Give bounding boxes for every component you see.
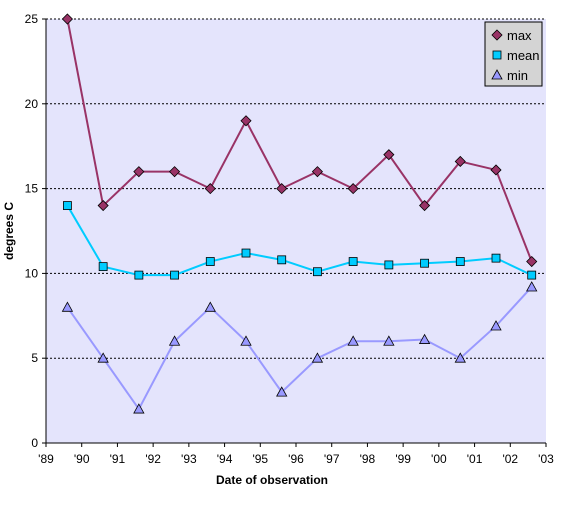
data-point-mean [277, 255, 287, 265]
series-line-mean [66, 205, 533, 277]
data-point-min [347, 335, 359, 346]
data-point-mean [420, 258, 429, 268]
y-tick-label: 15 [25, 182, 39, 196]
data-point-min [61, 301, 74, 312]
axes [42, 18, 547, 447]
data-point-max [276, 183, 288, 195]
series-max [61, 13, 538, 268]
data-point-min [490, 320, 502, 331]
x-tick-label: '99 [395, 452, 411, 466]
data-point-min [240, 335, 252, 346]
series-line-max [66, 18, 533, 262]
plot-area [46, 19, 546, 443]
data-point-min [276, 386, 288, 397]
legend: max mean min [484, 21, 543, 87]
x-tick-label: '00 [431, 452, 447, 466]
data-point-mean [348, 257, 358, 266]
data-point-mean [63, 201, 72, 210]
y-tick-label: 5 [31, 351, 38, 365]
data-point-max [240, 115, 252, 127]
data-point-max [490, 164, 502, 176]
data-point-min [454, 352, 466, 363]
data-point-max [383, 149, 395, 161]
data-point-min [97, 352, 109, 363]
legend-marker-mean [492, 50, 502, 60]
x-tick-label: '96 [288, 452, 304, 466]
data-point-max [347, 183, 359, 195]
x-tick-label: '97 [324, 452, 340, 466]
data-point-min [133, 403, 145, 414]
data-point-max [204, 183, 216, 195]
data-point-mean [313, 267, 322, 277]
data-point-min [311, 352, 324, 363]
series-min [61, 281, 538, 414]
legend-marker-min [491, 69, 503, 80]
x-tick-label: '03 [538, 452, 554, 466]
x-axis-title: Date of observation [216, 473, 328, 487]
series-line-min [66, 286, 533, 411]
x-tick-label: '89 [38, 452, 54, 466]
x-tick-label: '91 [110, 452, 126, 466]
series-mean [63, 201, 537, 280]
data-point-min [418, 333, 431, 344]
legend-label-mean: mean [507, 48, 540, 63]
data-point-mean [455, 257, 465, 266]
data-point-min [204, 301, 216, 312]
y-axis-title: degrees C [2, 202, 16, 260]
y-tick-label: 25 [25, 12, 39, 26]
data-point-max [454, 155, 466, 168]
x-tick-label: '01 [467, 452, 483, 466]
x-tick-label: '94 [217, 452, 233, 466]
data-series [61, 13, 538, 414]
x-tick-label: '93 [181, 452, 197, 466]
data-point-min [383, 335, 395, 346]
y-tick-label: 20 [25, 97, 39, 111]
data-point-max [419, 199, 431, 212]
data-point-mean [527, 270, 537, 280]
y-tick-label: 10 [25, 266, 39, 280]
y-tick-labels: 0 5 10 15 20 25 [25, 12, 39, 450]
x-tick-label: '02 [502, 452, 518, 466]
data-point-mean [384, 260, 394, 270]
x-tick-labels: '89 '90 '91 '92 '93 '94 '95 '96 '97 '98 '99 '00 '01 '… [38, 452, 554, 466]
data-point-max [133, 166, 145, 178]
data-point-max [526, 255, 538, 268]
legend-label-max: max [507, 28, 532, 43]
data-point-mean [134, 270, 144, 280]
x-tick-label: '95 [252, 452, 268, 466]
data-point-max [311, 166, 323, 178]
data-point-mean [241, 248, 251, 258]
data-point-max [169, 166, 181, 178]
data-point-mean [491, 253, 501, 263]
x-tick-label: '98 [360, 452, 376, 466]
legend-marker-max [491, 29, 503, 41]
data-point-min [526, 281, 538, 292]
x-tick-label: '90 [74, 452, 90, 466]
data-point-max [61, 13, 73, 25]
data-point-mean [205, 257, 215, 266]
legend-label-min: min [507, 68, 528, 83]
data-point-max [97, 199, 109, 212]
data-point-min [168, 335, 181, 346]
x-tick-label: '92 [145, 452, 161, 466]
y-tick-label: 0 [31, 436, 38, 450]
data-point-mean [98, 262, 108, 272]
data-point-mean [170, 270, 179, 280]
